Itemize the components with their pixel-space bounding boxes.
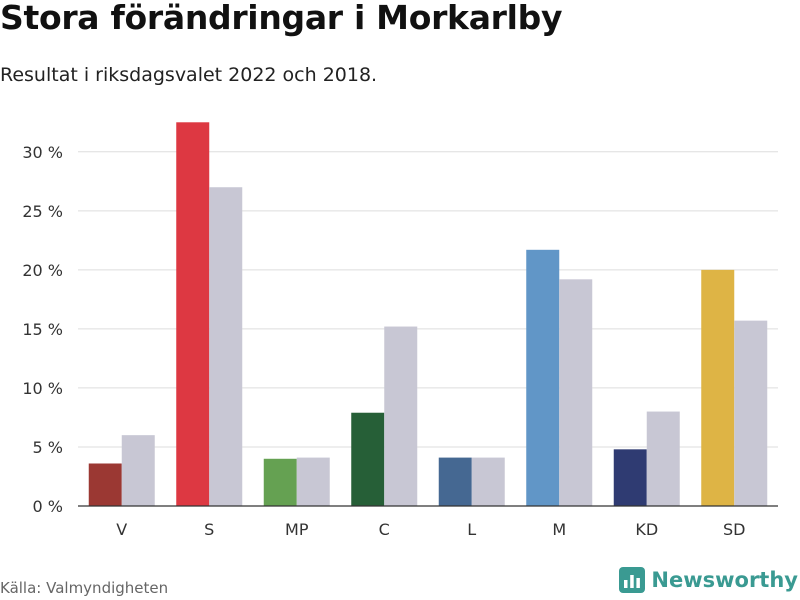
- y-tick-label: 30 %: [22, 143, 63, 162]
- bar-2022-s: [176, 122, 210, 507]
- bar-2018-l: [471, 457, 505, 506]
- bar-2018-s: [209, 187, 243, 506]
- y-tick-label: 0 %: [33, 497, 63, 516]
- brand-logo[interactable]: Newsworthy: [619, 567, 798, 593]
- bar-chart-logo-icon: [619, 567, 646, 593]
- bar-2018-sd: [734, 320, 768, 506]
- bar-2022-sd: [701, 269, 735, 506]
- bar-2022-v: [88, 463, 122, 506]
- bar-2022-c: [351, 412, 385, 506]
- x-tick-label: C: [379, 520, 390, 539]
- bar-2022-mp: [263, 458, 297, 506]
- y-tick-label: 15 %: [22, 320, 63, 339]
- x-tick-label: L: [467, 520, 476, 539]
- chart-title: Stora förändringar i Morkarlby: [0, 0, 563, 37]
- x-tick-label: KD: [635, 520, 658, 539]
- y-tick-label: 20 %: [22, 261, 63, 280]
- y-tick-label: 25 %: [22, 202, 63, 221]
- x-tick-label: V: [116, 520, 127, 539]
- x-tick-label: M: [552, 520, 566, 539]
- chart-subtitle: Resultat i riksdagsvalet 2022 och 2018.: [0, 64, 378, 86]
- bar-2018-m: [559, 279, 593, 506]
- bar-chart: 0 % 5 % 10 % 15 % 20 % 25 % 30 % V S MP C L M KD SD: [22, 122, 778, 539]
- brand-name: Newsworthy: [651, 568, 798, 592]
- bar-2022-l: [438, 457, 472, 506]
- y-tick-label: 10 %: [22, 379, 63, 398]
- source-note: Källa: Valmyndigheten: [0, 579, 169, 597]
- bar-2018-v: [121, 435, 155, 506]
- bar-2018-mp: [296, 457, 330, 506]
- bar-2018-c: [384, 326, 418, 506]
- bar-2018-kd: [646, 411, 680, 506]
- x-tick-label: S: [204, 520, 214, 539]
- y-tick-label: 5 %: [33, 438, 63, 457]
- x-tick-label: SD: [723, 520, 745, 539]
- bar-2022-m: [526, 249, 560, 507]
- x-tick-label: MP: [285, 520, 309, 539]
- bar-2022-kd: [613, 449, 647, 506]
